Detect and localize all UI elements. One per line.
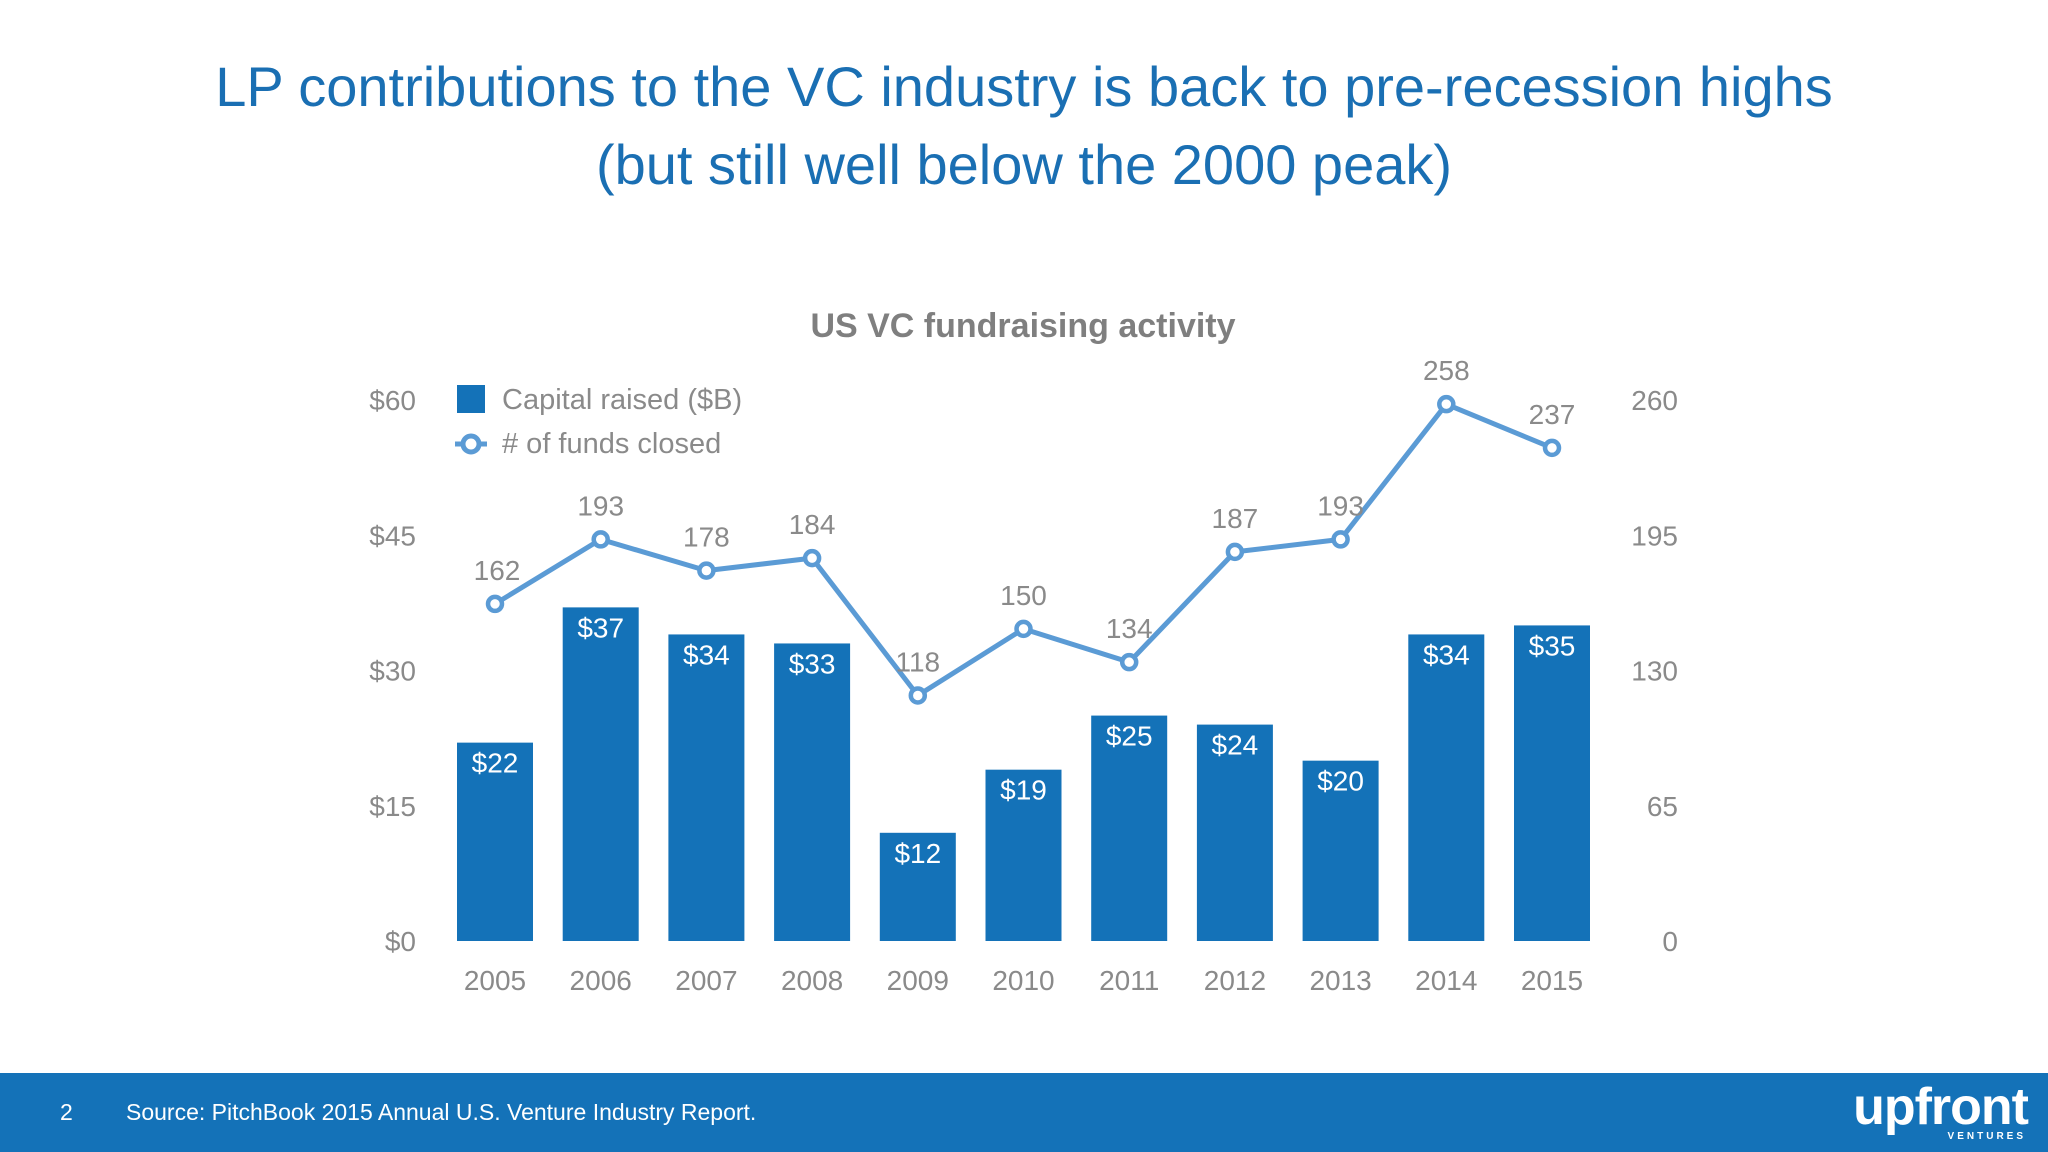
bar-label-2011: $25: [1106, 721, 1153, 752]
right-axis-tick: 130: [1631, 656, 1678, 687]
upfront-logo: upfront VENTURES: [1838, 1078, 2029, 1145]
x-tick-2006: 2006: [570, 965, 632, 996]
funds-point-2005: [485, 594, 505, 614]
x-tick-2010: 2010: [992, 965, 1054, 996]
bar-label-2010: $19: [1000, 775, 1047, 806]
funds-point-2014: [1437, 394, 1456, 414]
page-number: 2: [60, 1099, 73, 1125]
right-axis-tick: 260: [1631, 385, 1678, 416]
right-axis-tick: 65: [1647, 791, 1678, 822]
funds-label-2015: 237: [1529, 399, 1576, 430]
chart-title: US VC fundraising activity: [810, 307, 1235, 345]
legend-bar-swatch: [457, 385, 485, 413]
line-labels: 162 193 178 184 118 150 134 187 193 258 237: [474, 355, 1576, 677]
bar-2015: [1514, 625, 1590, 941]
x-tick-2009: 2009: [887, 965, 949, 996]
left-axis-tick: $0: [385, 926, 416, 957]
funds-label-2010: 150: [1000, 580, 1047, 611]
bar-label-2013: $20: [1317, 766, 1364, 797]
bar-2006: [562, 607, 639, 941]
bar-labels: $22 $37 $34 $33 $12 $19 $25 $24 $20 $34 $35: [472, 612, 1576, 868]
bars: [457, 607, 1590, 941]
funds-point-2012: [1225, 542, 1245, 562]
funds-label-2006: 193: [577, 490, 624, 521]
x-tick-2011: 2011: [1099, 965, 1159, 996]
x-tick-2008: 2008: [781, 965, 843, 996]
bar-label-2005: $22: [472, 748, 519, 779]
bar-label-2014: $34: [1423, 639, 1470, 670]
legend-bar-label: Capital raised ($B): [502, 384, 742, 416]
bar-label-2007: $34: [683, 639, 730, 670]
bar-label-2012: $24: [1212, 730, 1259, 761]
right-axis: 0 65 130 195 260: [1631, 385, 1678, 957]
title-line-2: (but still well below the 2000 peak): [595, 133, 1453, 196]
bar-2010: [985, 769, 1062, 941]
funds-label-2005: 162: [474, 555, 521, 586]
funds-label-2009: 118: [895, 646, 940, 677]
bar-2012: [1196, 724, 1273, 941]
line-series: [485, 394, 1562, 705]
funds-label-2011: 134: [1106, 613, 1153, 644]
bar-label-2008: $33: [789, 648, 836, 679]
legend: Capital raised ($B) # of funds closed: [455, 384, 742, 460]
funds-point-2010: [1014, 619, 1033, 639]
x-axis: 2005 2006 2007 2008 2009 2010 2011 2012 2013 2014…: [464, 965, 1583, 996]
funds-label-2008: 184: [789, 509, 836, 540]
bar-2005: [457, 742, 533, 941]
bar-label-2015: $35: [1529, 630, 1576, 661]
slide-title: LP contributions to the VC industry is b…: [0, 48, 2048, 204]
bar-2007: [668, 634, 745, 941]
left-axis: $0 $15 $30 $45 $60: [369, 385, 416, 957]
bar-label-2009: $12: [894, 838, 941, 869]
footer: 2 Source: PitchBook 2015 Annual U.S. Ven…: [0, 1073, 2048, 1152]
funds-label-2012: 187: [1212, 503, 1259, 534]
source-note: Source: PitchBook 2015 Annual U.S. Ventu…: [126, 1099, 757, 1125]
right-axis-tick: 0: [1662, 926, 1678, 957]
x-tick-2013: 2013: [1309, 965, 1371, 996]
bar-2013: [1302, 760, 1379, 941]
funds-point-2009: [908, 686, 928, 705]
legend-line-marker: [460, 433, 482, 455]
bar-label-2006: $37: [577, 612, 624, 643]
left-axis-tick: $60: [369, 385, 416, 416]
title-line-1: LP contributions to the VC industry is b…: [215, 55, 1833, 118]
left-axis-tick: $45: [369, 520, 416, 551]
funds-point-2008: [802, 548, 822, 568]
logo-subtext: VENTURES: [1947, 1131, 2026, 1142]
bar-2008: [774, 643, 851, 941]
bar-2011: [1091, 715, 1168, 941]
x-tick-2007: 2007: [675, 965, 737, 996]
x-tick-2012: 2012: [1204, 965, 1266, 996]
right-axis-tick: 195: [1631, 520, 1678, 551]
funds-point-2013: [1331, 530, 1350, 549]
x-tick-2005: 2005: [464, 965, 526, 996]
funds-point-2007: [697, 561, 716, 580]
x-tick-2014: 2014: [1415, 965, 1477, 996]
left-axis-tick: $30: [369, 656, 416, 687]
funds-point-2006: [591, 530, 610, 549]
funds-point-2011: [1119, 652, 1139, 672]
funds-label-2013: 193: [1317, 490, 1364, 521]
bar-2009: [879, 832, 956, 941]
logo-wordmark: upfront: [1853, 1078, 2029, 1136]
legend-line-label: # of funds closed: [502, 428, 721, 460]
bar-2014: [1408, 634, 1485, 941]
funds-label-2014: 258: [1423, 355, 1470, 386]
left-axis-tick: $15: [369, 791, 416, 822]
funds-label-2007: 178: [683, 522, 730, 553]
x-tick-2015: 2015: [1521, 965, 1583, 996]
funds-point-2015: [1542, 438, 1562, 458]
